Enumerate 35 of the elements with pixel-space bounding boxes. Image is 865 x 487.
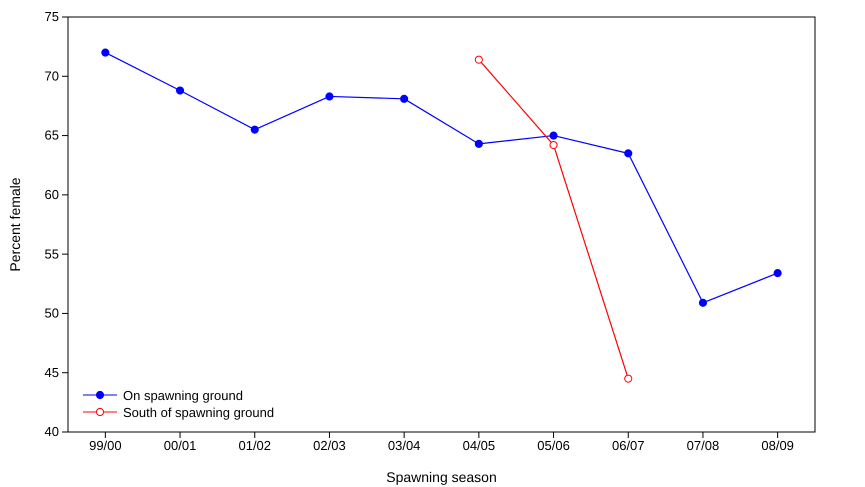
x-tick-label: 02/03 <box>313 438 346 454</box>
legend-label: On spawning ground <box>123 388 243 403</box>
x-tick-label: 03/04 <box>388 438 420 454</box>
x-axis-title: Spawning season <box>386 469 497 485</box>
point <box>549 132 558 140</box>
x-tick-label: 04/05 <box>462 438 496 454</box>
point <box>400 94 408 103</box>
y-tick-label: 55 <box>44 246 59 262</box>
y-tick-label: 75 <box>44 9 59 24</box>
point <box>176 86 184 95</box>
x-tick-label: 06/07 <box>612 438 645 454</box>
point <box>774 269 782 278</box>
point <box>698 298 708 307</box>
x-tick-label: 08/09 <box>761 438 794 454</box>
point <box>325 92 334 101</box>
point <box>549 140 558 150</box>
y-tick-label: 40 <box>44 424 59 440</box>
x-tick-label: 00/01 <box>164 438 196 454</box>
point <box>624 374 632 383</box>
point <box>474 140 483 148</box>
y-tick-label: 60 <box>44 187 59 202</box>
point <box>101 48 110 57</box>
y-tick-label: 45 <box>44 364 59 380</box>
y-tick-label: 65 <box>44 128 59 143</box>
y-tick-label: 70 <box>44 68 59 84</box>
point <box>250 126 259 134</box>
x-tick-label: 05/06 <box>537 438 570 454</box>
point <box>624 149 632 158</box>
x-tick-label: 07/08 <box>686 438 720 454</box>
y-tick-label: 50 <box>44 306 59 321</box>
legend-label: South of spawning ground <box>123 405 274 420</box>
x-tick-label: 99/00 <box>89 438 122 454</box>
y-axis-title: Percent female <box>7 177 23 272</box>
x-tick-label: 01/02 <box>238 438 272 454</box>
point <box>474 56 483 64</box>
